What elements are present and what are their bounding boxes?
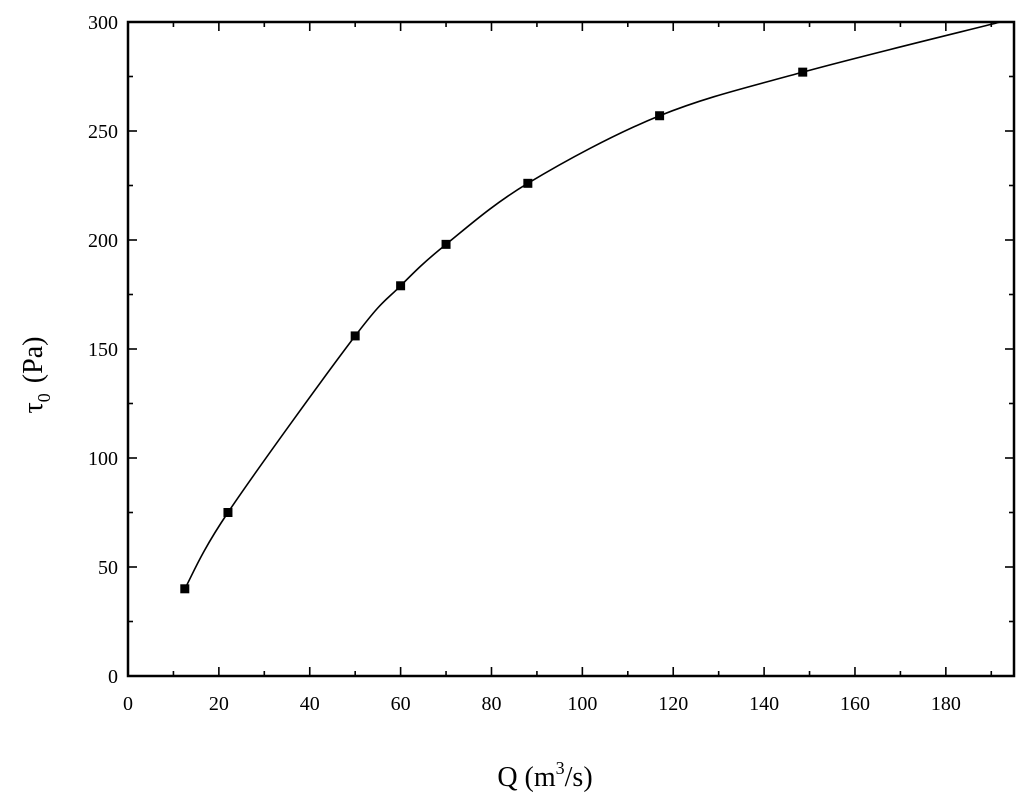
x-tick-label: 120 <box>658 693 688 715</box>
x-tick-label: 80 <box>481 693 501 715</box>
data-point <box>655 111 665 121</box>
plot-frame <box>126 20 1016 678</box>
data-point <box>798 67 808 77</box>
y-tick-label: 250 <box>88 121 118 143</box>
y-axis-title-main: τ <box>18 402 49 413</box>
x-axis-title-main: Q (m <box>497 762 556 793</box>
y-tick-label: 0 <box>108 666 118 688</box>
x-tick-label: 60 <box>391 693 411 715</box>
y-tick-label: 150 <box>88 339 118 361</box>
tick-labels: 0 20 40 60 80 100 120 140 160 180 0 50 100 150 200 250 3… <box>88 12 961 715</box>
fit-curve <box>184 21 1001 590</box>
x-tick-label: 140 <box>749 693 779 715</box>
x-tick-label: 180 <box>931 693 961 715</box>
y-axis-title-sub: 0 <box>34 393 54 402</box>
x-axis-title-sup: 3 <box>556 758 565 778</box>
x-tick-label: 160 <box>840 693 870 715</box>
x-axis-title-tail: /s) <box>565 762 593 793</box>
x-tick-label: 100 <box>567 693 597 715</box>
y-axis-title-tail: (Pa) <box>18 337 49 384</box>
y-tick-label: 100 <box>88 448 118 470</box>
data-point <box>223 508 233 517</box>
x-tick-label: 40 <box>300 693 320 715</box>
data-point <box>180 584 190 594</box>
y-tick-label: 300 <box>88 12 118 34</box>
x-tick-label: 0 <box>123 693 133 715</box>
y-tick-label: 200 <box>88 230 118 252</box>
y-axis-title: τ0 (Pa) <box>18 337 54 414</box>
data-markers <box>180 67 808 594</box>
data-point <box>396 281 406 291</box>
data-point <box>441 239 451 249</box>
data-point <box>350 331 360 341</box>
axis-ticks <box>127 21 1014 677</box>
x-axis-title: Q (m3/s) <box>497 758 592 793</box>
data-point <box>523 178 533 188</box>
x-tick-label: 20 <box>209 693 229 715</box>
y-tick-label: 50 <box>98 557 118 579</box>
